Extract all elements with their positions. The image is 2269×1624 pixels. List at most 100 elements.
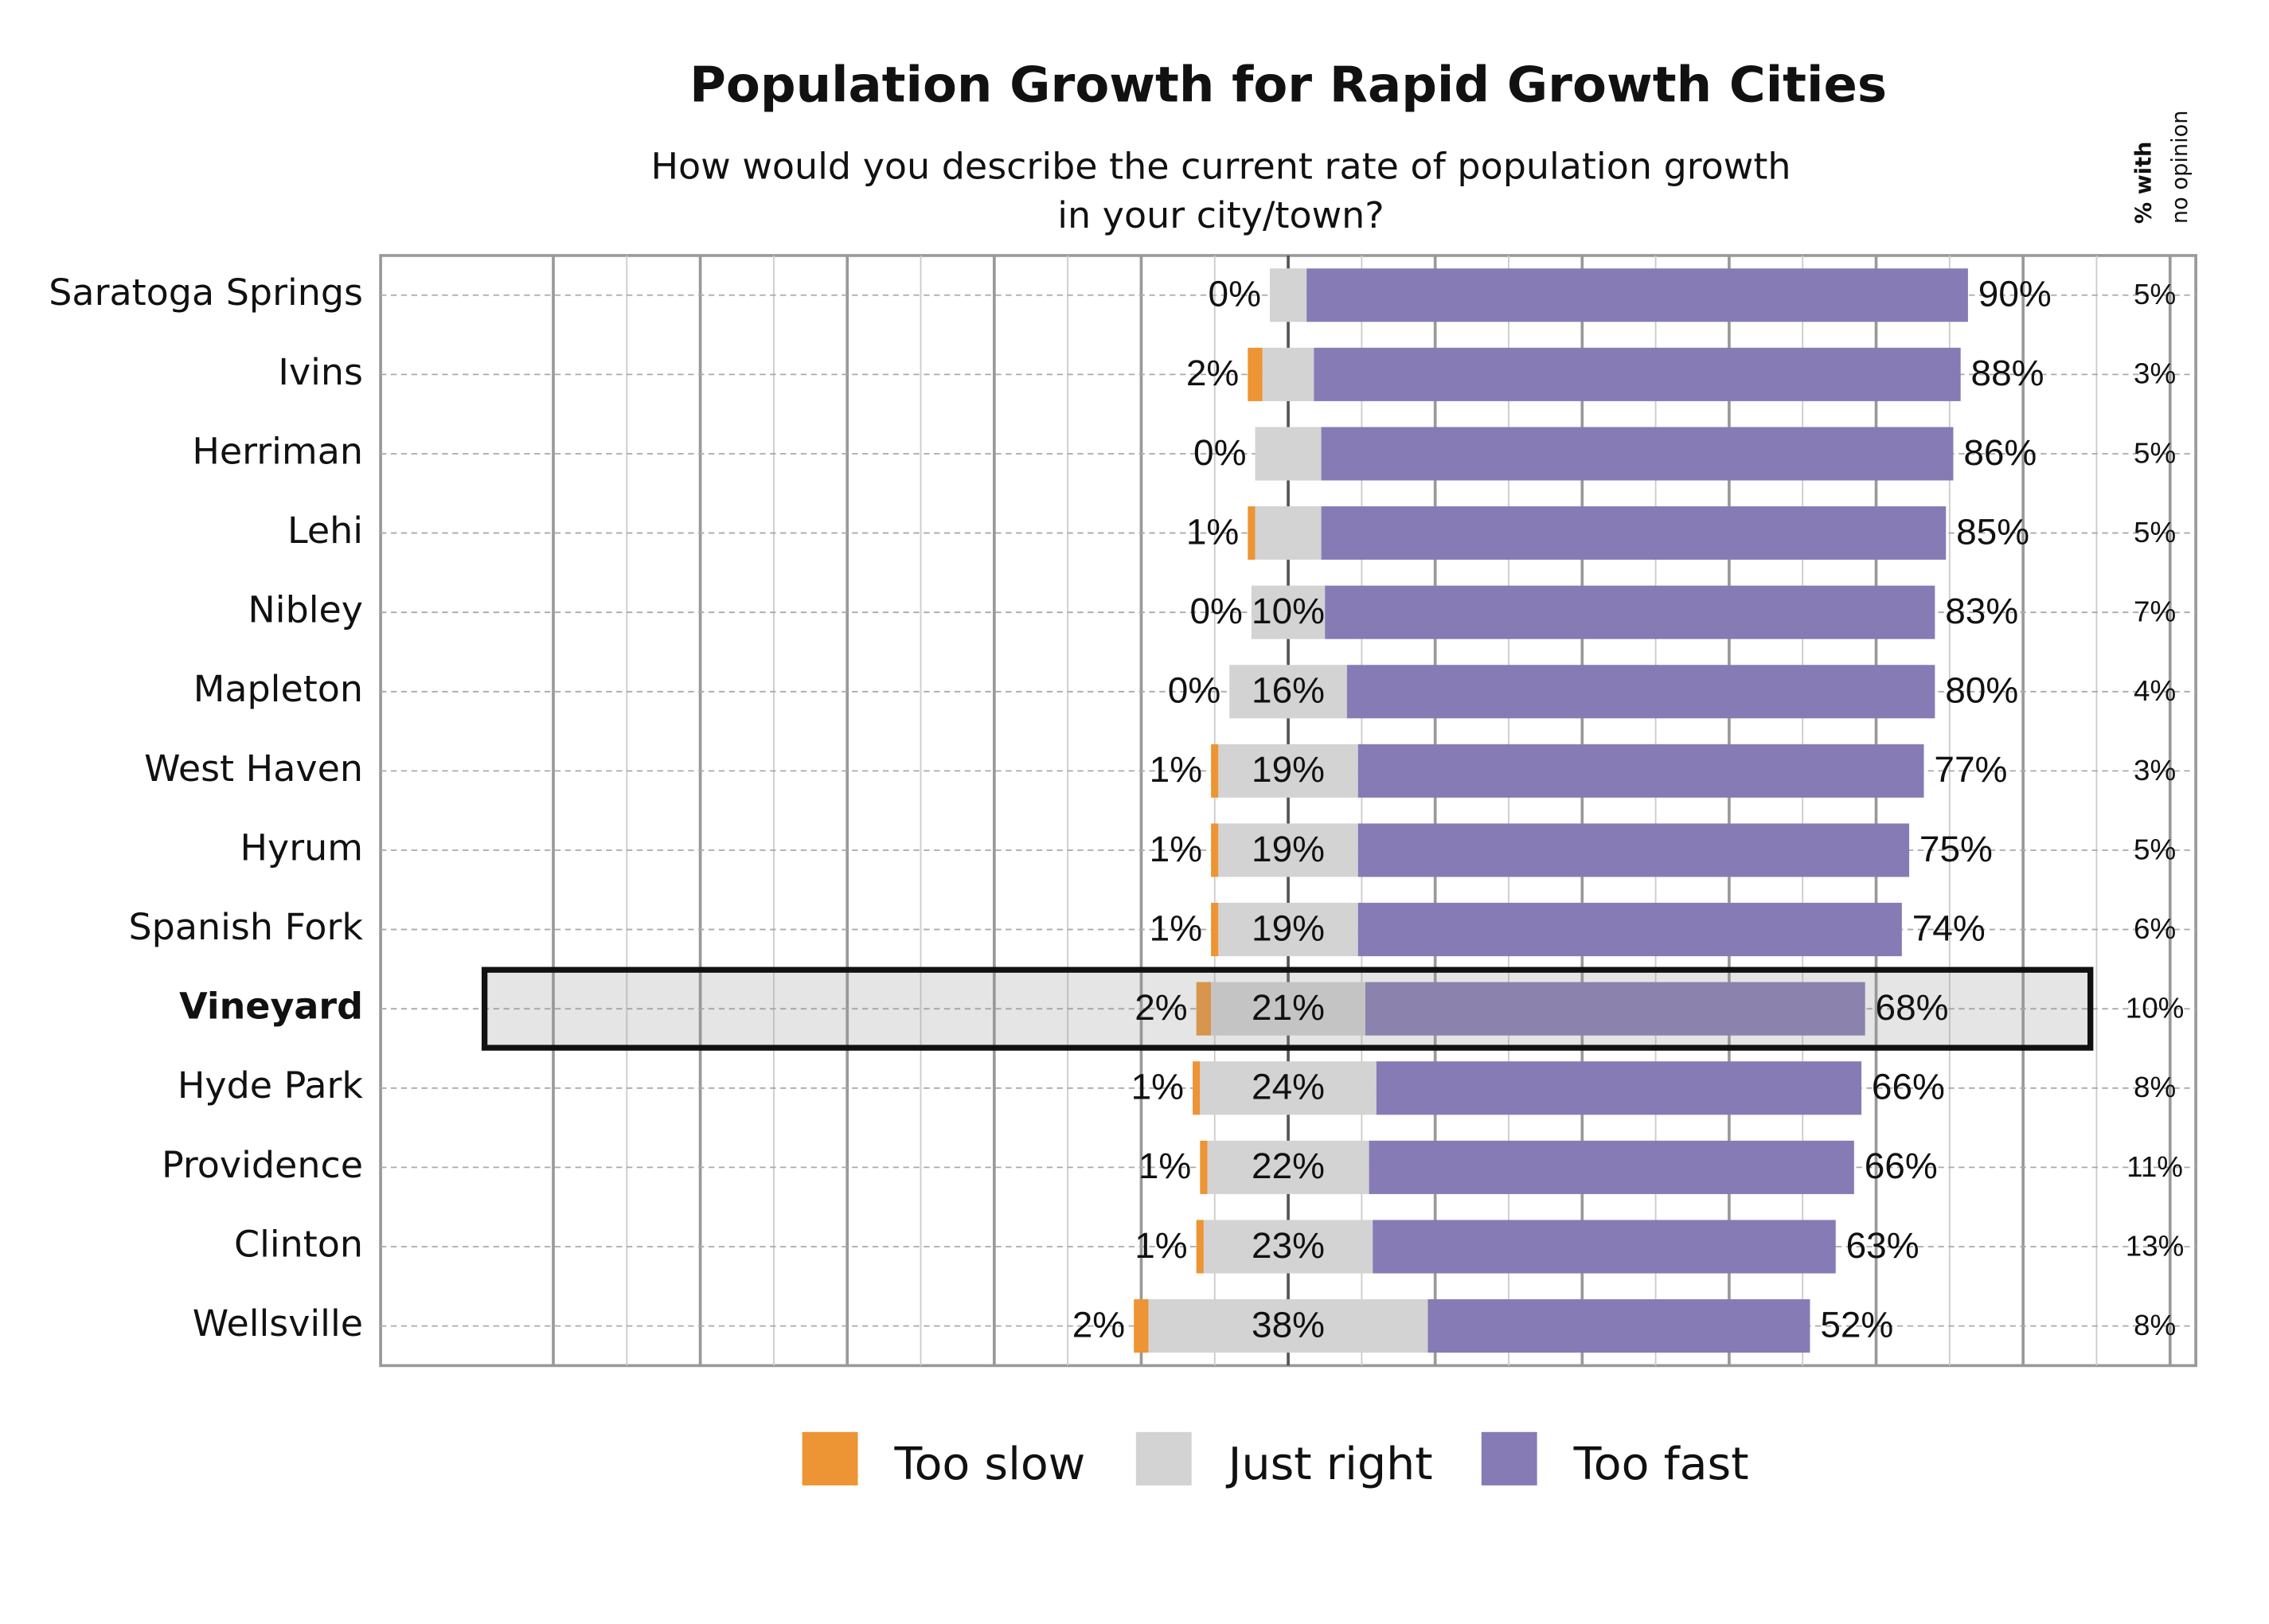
category-label: Nibley <box>248 589 363 631</box>
category-label: Hyde Park <box>178 1065 364 1107</box>
column-header: % with <box>2131 142 2156 224</box>
data-label: 2% <box>1072 1305 1125 1345</box>
bar-just-right <box>1218 823 1358 877</box>
bar-just-right <box>1218 903 1358 957</box>
data-label: 2% <box>1186 353 1239 393</box>
data-label: 85% <box>1956 512 2029 552</box>
data-label: 52% <box>1820 1305 1893 1345</box>
bar-just-right <box>1251 585 1326 639</box>
bar-just-right <box>1218 744 1358 798</box>
data-label: 77% <box>1934 749 2007 790</box>
data-label: 19% <box>1252 908 1325 949</box>
no-opinion-label: 5% <box>2134 278 2176 310</box>
data-label: 2% <box>1134 987 1187 1028</box>
no-opinion-label: 3% <box>2134 357 2176 390</box>
bar-too-fast <box>1373 1220 1836 1274</box>
no-opinion-label: 5% <box>2134 437 2176 470</box>
data-label: 0% <box>1193 432 1246 473</box>
highlight-box <box>481 966 2094 1051</box>
bar-too-fast <box>1369 1140 1854 1194</box>
data-label: 63% <box>1846 1225 1919 1266</box>
legend-label: Just right <box>1226 1438 1433 1490</box>
legend-swatch <box>1135 1431 1192 1485</box>
bar-too-slow <box>1211 903 1219 957</box>
data-label: 19% <box>1252 749 1325 790</box>
data-label: 24% <box>1252 1067 1325 1107</box>
bar-too-fast <box>1314 347 1961 401</box>
legend-swatch <box>802 1431 858 1485</box>
bar-too-fast <box>1346 665 1935 719</box>
data-label: 1% <box>1131 1067 1184 1107</box>
legend-swatch <box>1481 1431 1537 1485</box>
bar-too-fast <box>1427 1299 1810 1353</box>
data-label: 68% <box>1876 987 1949 1028</box>
data-label: 75% <box>1919 829 1993 869</box>
data-label: 1% <box>1186 512 1239 552</box>
no-opinion-label: 7% <box>2134 595 2176 628</box>
bar-just-right <box>1255 427 1322 481</box>
bar-too-slow <box>1248 347 1263 401</box>
data-label: 23% <box>1252 1225 1325 1266</box>
category-label: Ivins <box>278 351 363 393</box>
data-label: 1% <box>1138 1146 1191 1186</box>
bar-too-fast <box>1365 982 1865 1036</box>
bar-just-right <box>1148 1299 1428 1353</box>
bar-too-slow <box>1193 1061 1201 1115</box>
no-opinion-label: 8% <box>2134 1071 2176 1103</box>
bar-just-right <box>1229 665 1347 719</box>
category-label: Herriman <box>192 431 363 473</box>
data-label: 1% <box>1150 829 1202 869</box>
chart-title: Population Growth for Rapid Growth Citie… <box>689 56 1887 114</box>
bar-too-slow <box>1196 982 1212 1036</box>
data-label: 80% <box>1945 670 2018 711</box>
bar-too-fast <box>1321 427 1954 481</box>
column-header: no opinion <box>2168 110 2193 224</box>
data-label: 1% <box>1150 908 1202 949</box>
no-opinion-label: 3% <box>2134 754 2176 787</box>
no-opinion-label: 8% <box>2134 1309 2176 1341</box>
bar-too-fast <box>1306 268 1968 322</box>
data-label: 0% <box>1209 274 1261 314</box>
data-label: 38% <box>1252 1305 1325 1345</box>
data-label: 83% <box>1945 591 2018 631</box>
bar-just-right <box>1269 268 1307 322</box>
bar-just-right <box>1211 982 1365 1036</box>
no-opinion-label: 10% <box>2126 992 2185 1025</box>
category-label: Saratoga Springs <box>49 271 363 314</box>
bar-just-right <box>1200 1061 1377 1115</box>
bar-too-slow <box>1211 744 1219 798</box>
data-label: 0% <box>1168 670 1220 711</box>
data-label: 66% <box>1865 1146 1938 1186</box>
no-opinion-label: 4% <box>2134 674 2176 707</box>
category-label: Providence <box>162 1144 363 1186</box>
bar-too-fast <box>1325 585 1935 639</box>
bar-too-slow <box>1248 506 1256 560</box>
category-label: Vineyard <box>179 986 363 1028</box>
data-label: 66% <box>1872 1067 1945 1107</box>
legend-label: Too fast <box>1573 1438 1749 1490</box>
category-label: West Haven <box>144 748 363 790</box>
data-label: 21% <box>1252 987 1325 1028</box>
bar-too-slow <box>1211 823 1219 877</box>
data-label: 0% <box>1189 591 1242 631</box>
data-label: 19% <box>1252 829 1325 869</box>
category-label: Spanish Fork <box>128 906 363 948</box>
chart-subtitle: How would you describe the current rate … <box>650 146 1791 188</box>
category-label: Hyrum <box>240 827 363 869</box>
no-opinion-label: 13% <box>2126 1230 2185 1263</box>
bar-just-right <box>1207 1140 1369 1194</box>
data-label: 16% <box>1252 670 1325 711</box>
legend-label: Too slow <box>893 1438 1085 1490</box>
no-opinion-label: 11% <box>2126 1150 2183 1183</box>
category-label: Lehi <box>287 509 363 552</box>
no-opinion-label: 5% <box>2134 516 2176 548</box>
data-label: 1% <box>1150 749 1202 790</box>
data-label: 22% <box>1252 1146 1325 1186</box>
bar-too-slow <box>1134 1299 1149 1353</box>
data-label: 88% <box>1971 353 2044 393</box>
data-label: 10% <box>1252 591 1325 631</box>
no-opinion-label: 6% <box>2134 912 2176 945</box>
data-label: 90% <box>1978 274 2052 314</box>
